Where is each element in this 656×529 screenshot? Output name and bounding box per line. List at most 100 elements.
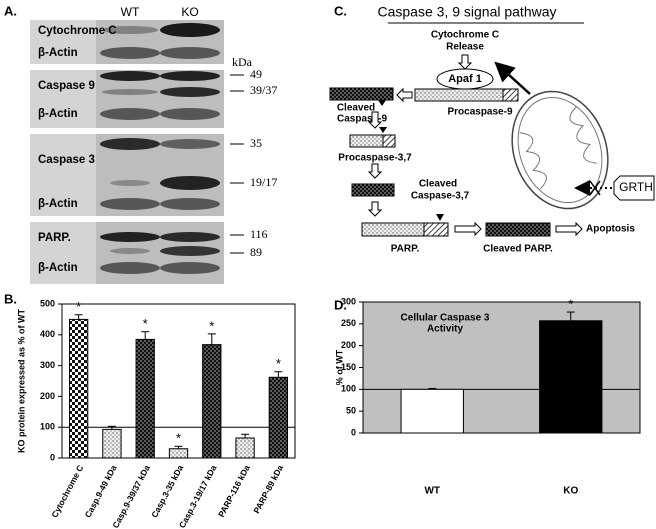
kda-label: 39/37	[250, 83, 277, 97]
y-tick-label: 300	[40, 360, 55, 370]
blot-band	[160, 71, 220, 81]
blot-band	[160, 139, 220, 149]
arrow	[367, 201, 383, 217]
node-label: GRTH	[619, 180, 653, 194]
x-tick-label: PARP-89 kDa	[251, 463, 285, 515]
blot-band	[100, 71, 160, 81]
x-tick-label: Casp.3-19/17 kDa	[177, 463, 219, 529]
pathway-diagram: Caspase 3, 9 signal pathway Cytochrome C…	[329, 4, 655, 255]
kda-label: 19/17	[250, 175, 277, 189]
kda-label: kDa	[232, 55, 253, 69]
procasp9-box	[414, 88, 504, 102]
annotation: Cellular Caspase 3	[401, 313, 490, 324]
significance-label: *	[76, 299, 81, 314]
blot-label-bg	[30, 222, 96, 284]
blot-row-label: β-Actin	[38, 47, 78, 59]
blot-band	[160, 232, 220, 242]
bar	[135, 338, 155, 459]
blot-band	[102, 89, 158, 95]
significance-label: *	[209, 318, 214, 333]
cleaved-casp37-box	[351, 183, 395, 197]
y-tick-label: 200	[341, 340, 356, 350]
blot-band	[100, 232, 160, 242]
mitochondrion	[511, 90, 609, 210]
arrow	[457, 54, 473, 70]
node-label: Procaspase-3,7	[338, 153, 412, 164]
y-tick-label: 200	[40, 391, 55, 401]
y-tick-label: 300	[341, 296, 356, 306]
blot-label-bg	[30, 20, 96, 64]
blot-band	[160, 47, 220, 59]
node-label: Cleaved PARP.	[483, 244, 553, 255]
blot-label-bg	[30, 134, 96, 216]
node-label: Apaf 1	[448, 73, 482, 85]
cleavage-site	[436, 214, 444, 221]
blot-band	[160, 198, 220, 210]
x-tick-label: PARP-116 kDa	[216, 463, 252, 519]
blot-row-label: β-Actin	[38, 198, 78, 210]
bar	[235, 437, 255, 459]
grth-node	[613, 175, 655, 201]
x-tick-label: Cytochrome C	[49, 463, 85, 519]
kda-label: 35	[250, 136, 262, 150]
bar	[68, 318, 89, 459]
y-tick-label: 250	[341, 318, 356, 328]
arrow	[454, 221, 482, 237]
bar	[102, 428, 122, 459]
node-label: Cleaved	[337, 103, 375, 114]
arrow	[396, 87, 413, 103]
lane-label: KO	[181, 5, 198, 19]
blot-row-label: Caspase 9	[38, 80, 95, 92]
blot-band	[160, 108, 220, 120]
procasp37-box	[349, 134, 384, 148]
x-tick-label: Casp.3-35 kDa	[149, 463, 185, 519]
blot-row-label: Cytochrome C	[38, 25, 117, 37]
kda-label: 49	[250, 67, 262, 81]
blot-band	[100, 47, 160, 59]
parp-box	[361, 222, 425, 237]
annotation: Activity	[427, 324, 464, 335]
cleavage-site	[378, 100, 386, 106]
significance-label: *	[143, 316, 148, 331]
panel-label: B.	[4, 291, 17, 306]
panel-label: D.	[334, 297, 347, 312]
node-label: Apoptosis	[586, 224, 635, 235]
blot-band	[160, 262, 220, 274]
cleavage-site	[379, 127, 387, 133]
panel-label: C.	[334, 3, 347, 18]
arrow	[555, 221, 583, 237]
arrow	[367, 163, 383, 179]
panel-label: A.	[4, 3, 17, 18]
x-tick-label: KO	[563, 486, 578, 497]
pathway-title: Caspase 3, 9 signal pathway	[378, 4, 557, 20]
blot-band	[100, 262, 160, 274]
x-tick-label: WT	[424, 486, 440, 497]
y-tick-label: 50	[346, 406, 356, 416]
cleaved-casp9-box	[329, 87, 394, 101]
plot-area	[61, 303, 296, 459]
y-tick-label: 150	[341, 362, 356, 372]
bar	[268, 376, 289, 459]
block-mark	[589, 180, 601, 196]
cleaved-parp-box	[485, 222, 551, 237]
y-tick-label: 400	[40, 329, 55, 339]
kda-label: 116	[250, 227, 268, 241]
blot-band	[102, 26, 158, 34]
blot-row-label: β-Actin	[38, 108, 78, 120]
node-label: Caspase-9	[337, 114, 387, 125]
prodomain	[502, 88, 519, 102]
node-label: Release	[446, 42, 484, 53]
node-label: Procaspase-9	[447, 107, 512, 118]
blot-row-label: PARP.	[38, 232, 71, 244]
y-axis-label: KO protein expressed as % of WT	[16, 308, 26, 453]
blot-row-label: Caspase 3	[38, 154, 95, 166]
prodomain	[382, 134, 396, 148]
y-axis-label: % of WT	[334, 349, 344, 385]
arrow	[367, 111, 383, 129]
blot-band	[110, 248, 150, 254]
blot-band	[160, 87, 220, 97]
blot-band	[160, 246, 220, 256]
x-tick-label: Casp.9-39/37 kDa	[110, 463, 152, 529]
significance-label: *	[176, 431, 181, 446]
